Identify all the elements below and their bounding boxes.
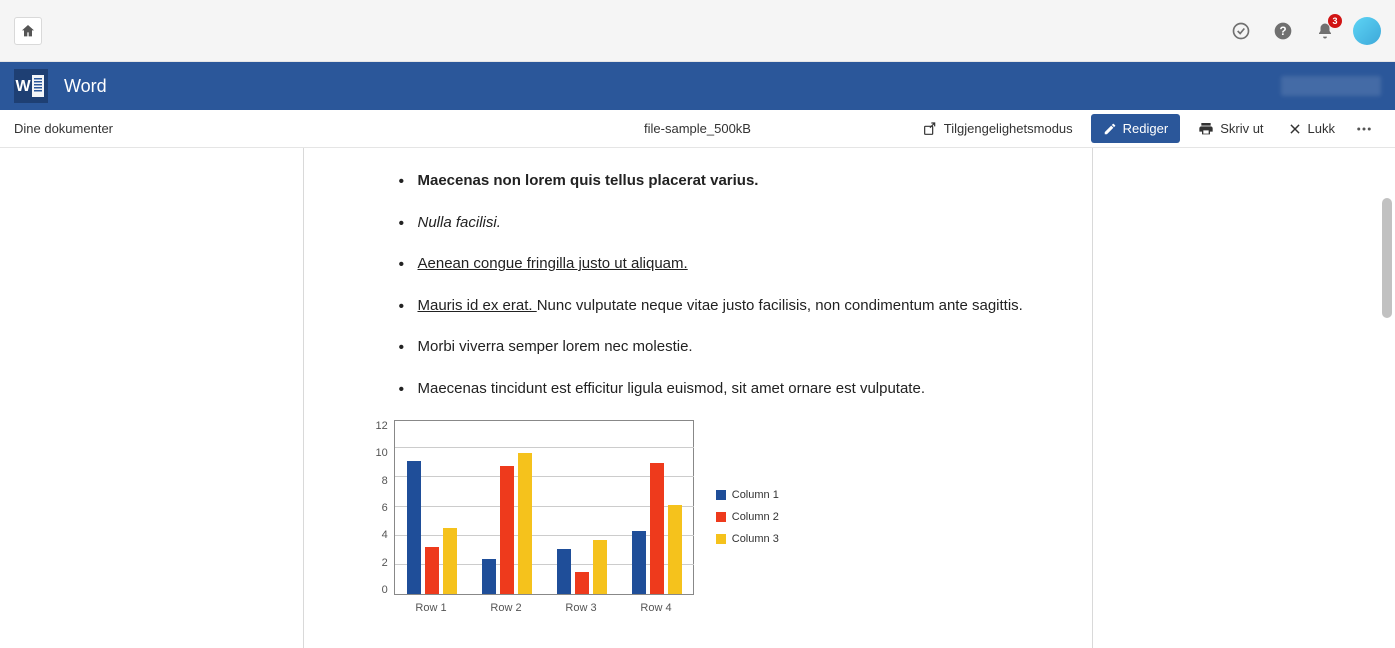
top-system-bar: ? 3 [0,0,1395,62]
check-circle-icon [1231,21,1251,41]
topbar-right: ? 3 [1227,17,1381,45]
scrollbar-thumb[interactable] [1382,198,1392,318]
accessibility-icon [922,121,938,137]
bar-chart: 121086420 Row 1Row 2Row 3Row 4 Column 1C… [376,420,806,614]
chart-bar [407,461,421,594]
help-icon: ? [1273,21,1293,41]
list-item: Mauris id ex erat. Nunc vulputate neque … [394,295,1052,318]
more-button[interactable] [1347,114,1381,144]
close-label: Lukk [1308,121,1335,136]
chart-bar [443,528,457,594]
chart-bar [425,547,439,594]
chart-bar [575,572,589,594]
breadcrumb[interactable]: Dine dokumenter [14,121,113,136]
chart-x-labels: Row 1Row 2Row 3Row 4 [394,596,694,614]
legend-item: Column 1 [716,489,779,501]
list-item: Maecenas tincidunt est efficitur ligula … [394,378,1052,401]
chart-bar [593,540,607,594]
avatar[interactable] [1353,17,1381,45]
accessibility-mode-button[interactable]: Tilgjengelighetsmodus [910,114,1085,144]
pencil-icon [1103,122,1117,136]
home-button[interactable] [14,17,42,45]
dots-icon [1355,120,1373,138]
chart-bar [500,466,514,594]
print-button[interactable]: Skriv ut [1186,114,1275,144]
check-circle-button[interactable] [1227,17,1255,45]
list-item: Nulla facilisi. [394,212,1052,235]
chart-plot-area [394,420,694,595]
list-item: Morbi viverra semper lorem nec molestie. [394,336,1052,359]
username-blurred [1281,76,1381,96]
chart-y-axis: 121086420 [376,420,394,596]
list-item: Aenean congue fringilla justo ut aliquam… [394,253,1052,276]
legend-item: Column 3 [716,533,779,545]
chart-bar [518,453,532,594]
document-list: Maecenas non lorem quis tellus placerat … [394,170,1052,400]
notification-badge: 3 [1328,14,1342,28]
document-page: Maecenas non lorem quis tellus placerat … [303,148,1093,648]
word-app-icon: W [14,69,48,103]
svg-text:W: W [15,78,31,95]
content-area: Maecenas non lorem quis tellus placerat … [0,148,1395,648]
chart-bar [557,549,571,594]
chart-bar [482,559,496,594]
edit-button[interactable]: Rediger [1091,114,1181,143]
legend-item: Column 2 [716,511,779,523]
close-button[interactable]: Lukk [1276,114,1347,143]
accessibility-label: Tilgjengelighetsmodus [944,121,1073,136]
edit-label: Rediger [1123,121,1169,136]
chart-legend: Column 1 Column 2 Column 3 [716,420,779,614]
app-title: Word [64,76,107,97]
printer-icon [1198,121,1214,137]
chart-bar [632,531,646,594]
help-button[interactable]: ? [1269,17,1297,45]
chart-bar [650,463,664,594]
close-icon [1288,122,1302,136]
svg-text:?: ? [1279,25,1286,38]
list-item: Maecenas non lorem quis tellus placerat … [394,170,1052,193]
vertical-scrollbar[interactable] [1380,148,1392,648]
notifications-button[interactable]: 3 [1311,17,1339,45]
home-icon [20,23,36,39]
document-toolbar: Dine dokumenter file-sample_500kB Tilgje… [0,110,1395,148]
chart-bar [668,505,682,594]
app-header: W Word [0,62,1395,110]
print-label: Skriv ut [1220,121,1263,136]
document-filename: file-sample_500kB [644,121,751,136]
